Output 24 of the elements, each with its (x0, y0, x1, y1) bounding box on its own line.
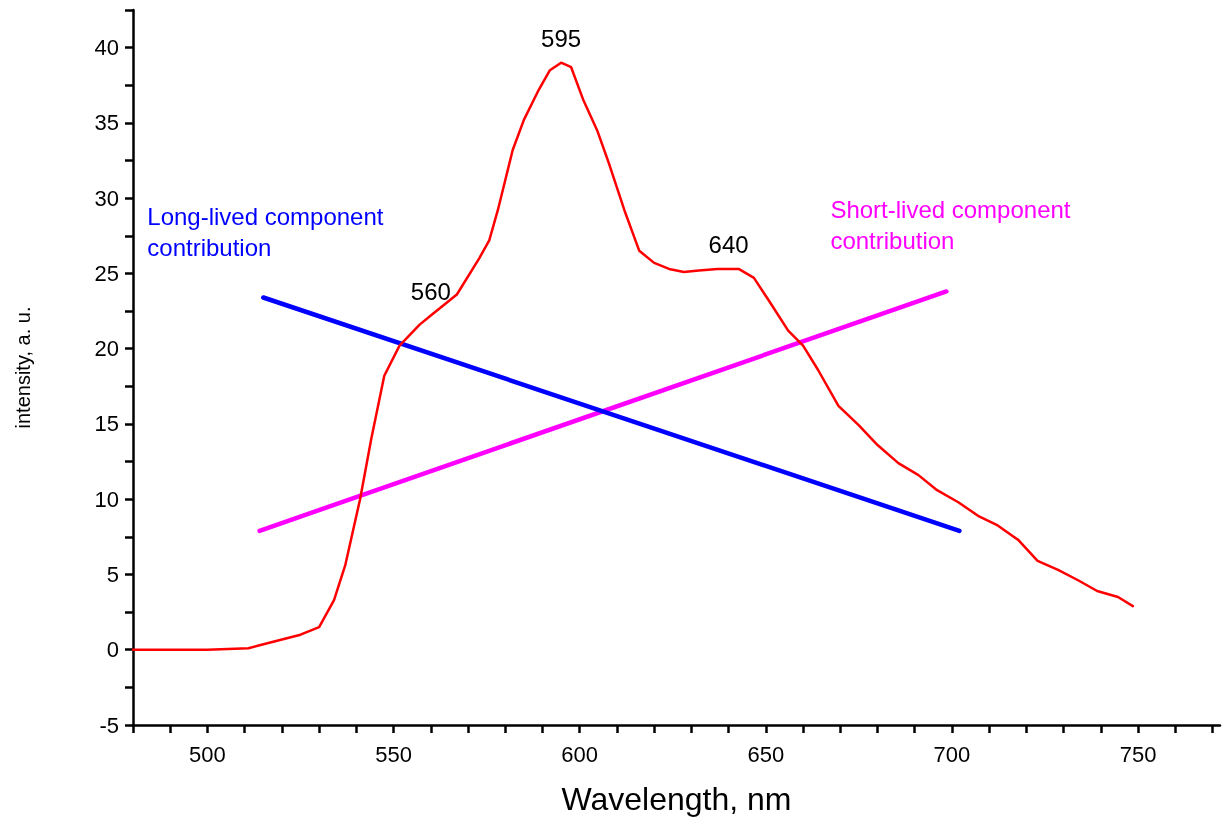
annotation: 595 (541, 25, 582, 53)
y-tick-label: 25 (94, 260, 119, 286)
text: Long-lived component contribution (147, 202, 391, 261)
line-series (131, 61, 1135, 651)
annotation: 560 (410, 278, 451, 306)
x-axis-title: Wavelength, nm (561, 781, 792, 817)
y-tick-label: 30 (94, 185, 119, 211)
y-tick-label: -5 (99, 712, 119, 738)
y-tick-label: 35 (94, 110, 119, 136)
x-tick-label: 500 (189, 741, 226, 767)
y-axis-title: intensity, a. u. (12, 306, 34, 429)
y-tick-label: 5 (106, 561, 119, 587)
x-tick-label: 700 (933, 741, 971, 767)
y-tick-label: 40 (94, 35, 119, 61)
annotation: 640 (708, 231, 749, 259)
y-tick-label: 10 (94, 486, 119, 512)
y-tick-label: 20 (94, 336, 119, 362)
y-tick-label: 15 (94, 411, 119, 437)
x-tick-label: 550 (375, 741, 412, 767)
x-tick-label: 650 (747, 741, 785, 767)
y-tick-label: 0 (106, 637, 119, 663)
x-tick-label: 600 (561, 741, 599, 767)
x-tick-label: 750 (1119, 741, 1157, 767)
text: Short-lived component contribution (830, 196, 1078, 255)
